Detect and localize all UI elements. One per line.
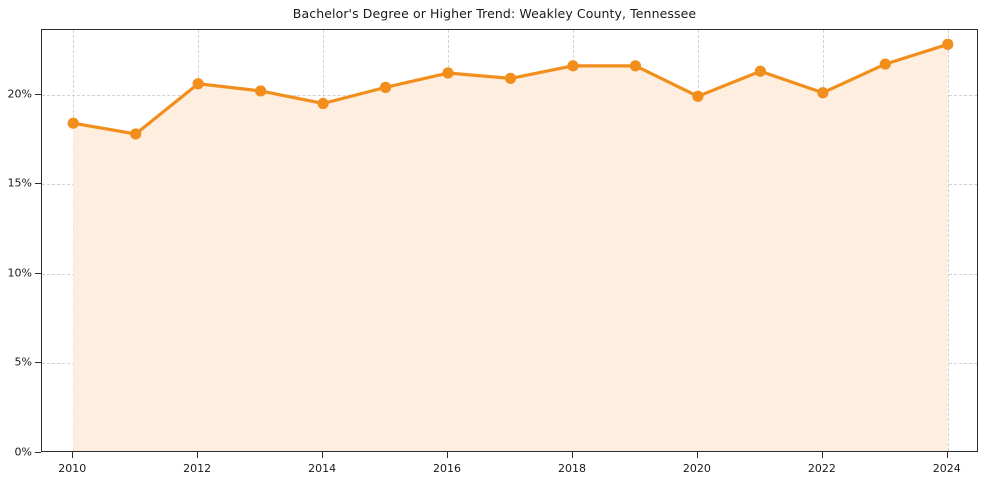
data-point-2017: [504, 72, 517, 84]
x-tick-mark-2022: [821, 452, 823, 458]
x-tick-label-2020: 2020: [682, 462, 711, 475]
y-tick-mark-15%: [35, 183, 41, 185]
data-point-2024: [942, 38, 954, 50]
data-point-2010: [67, 117, 79, 129]
chart-title: Bachelor's Degree or Higher Trend: Weakl…: [292, 6, 697, 21]
y-axis-tick-labels: 0% 5% 10% 15% 20%: [0, 29, 32, 458]
x-tick-label-2012: 2012: [183, 462, 212, 475]
data-point-2019: [629, 60, 642, 72]
y-tick-label-20%: 20%: [7, 87, 32, 101]
gridline-x-2024: [947, 30, 949, 451]
plot-area: [41, 29, 978, 452]
y-tick-label-5%: 5%: [14, 355, 32, 369]
x-tick-mark-2024: [946, 452, 948, 458]
y-tick-mark-5%: [35, 362, 41, 364]
data-point-2011: [130, 128, 142, 140]
series-bachelors-degree-or-higher: [67, 38, 954, 451]
x-tick-label-2010: 2010: [58, 462, 87, 475]
area-fill: [73, 44, 948, 451]
data-point-2015: [379, 81, 392, 93]
y-axis-tick-marks: [0, 29, 41, 453]
x-tick-label-2016: 2016: [433, 462, 462, 475]
data-point-2013: [255, 85, 267, 97]
data-point-2012: [192, 78, 204, 90]
data-point-2018: [567, 60, 579, 72]
x-tick-mark-2018: [571, 452, 573, 458]
x-tick-label-2022: 2022: [807, 462, 836, 475]
data-point-2016: [442, 67, 454, 79]
x-tick-mark-2020: [696, 452, 698, 458]
x-tick-mark-2012: [197, 452, 199, 458]
data-point-2014: [317, 97, 329, 110]
data-point-2022: [817, 87, 829, 99]
data-point-2023: [879, 58, 891, 70]
y-tick-mark-0%: [35, 452, 41, 453]
y-tick-label-0%: 0%: [14, 445, 32, 459]
x-tick-mark-2016: [447, 452, 449, 458]
x-tick-mark-2010: [72, 452, 74, 458]
y-tick-mark-20%: [35, 93, 41, 95]
y-tick-mark-10%: [35, 272, 41, 274]
x-tick-label-2018: 2018: [557, 462, 586, 475]
y-tick-label-15%: 15%: [7, 176, 32, 190]
x-axis-tick-labels: 2010 2012 2014 2016 2018 2020 2022 2024: [41, 452, 978, 490]
x-tick-label-2014: 2014: [308, 462, 337, 475]
y-tick-label-10%: 10%: [7, 266, 32, 280]
x-tick-label-2024: 2024: [932, 462, 961, 475]
data-point-2021: [754, 65, 766, 77]
x-tick-mark-2014: [322, 452, 324, 458]
data-point-2020: [692, 90, 704, 102]
